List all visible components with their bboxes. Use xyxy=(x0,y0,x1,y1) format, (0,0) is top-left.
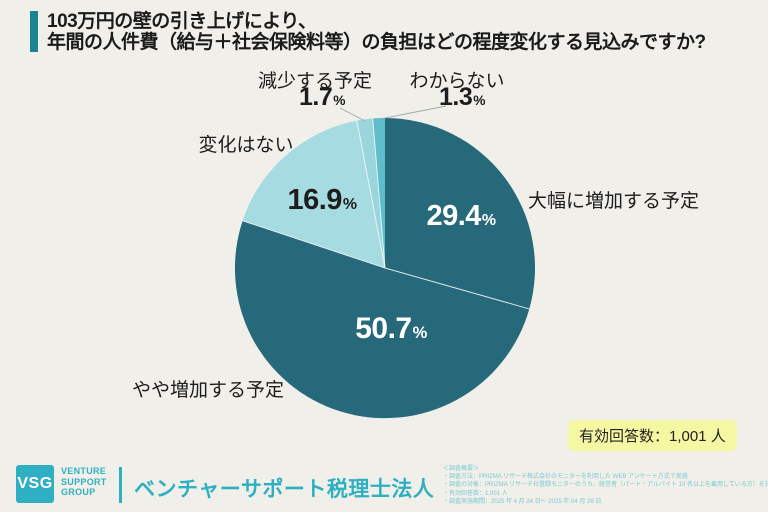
title-block: 103万円の壁の引き上げにより、 年間の人件費（給与＋社会保険料等）の負担はどの… xyxy=(30,11,706,53)
slice-divider xyxy=(242,220,386,269)
vsg-logo-text: VSG xyxy=(17,475,53,492)
slice-label-unknown: わからない xyxy=(409,71,505,92)
respondents-badge: 有効回答数：1,001 人 xyxy=(568,420,737,451)
pie-slice-0 xyxy=(385,118,535,309)
logo-word: VENTURE xyxy=(61,466,107,476)
title-accent-bar xyxy=(30,11,38,52)
value-number: 16.9 xyxy=(287,184,342,216)
pie-slices xyxy=(234,118,535,419)
survey-note-line: ・有効回答数：1,001 人 xyxy=(443,490,508,497)
vsg-logo-words: VENTURE SUPPORT GROUP xyxy=(61,466,107,498)
value-unit: % xyxy=(333,93,345,108)
slice-value-slight-increase: 50.7% xyxy=(355,312,427,346)
survey-note-line: ＜調査概要＞ xyxy=(443,466,480,472)
survey-note-line: ・調査の対象：PRIZMA リサーチ社登録モニターのうち、経営者（パート・アルバ… xyxy=(443,482,768,489)
slice-value-large-increase: 29.4% xyxy=(426,200,496,233)
survey-notes: ＜調査概要＞ ・調査方法：PRIZMA リサーチ株式会社のモニターを利用した W… xyxy=(443,465,768,506)
value-unit: % xyxy=(412,324,428,342)
leader-line-unknown xyxy=(379,105,447,120)
logo-word: SUPPORT xyxy=(61,476,107,487)
value-number: 1.7 xyxy=(299,83,333,111)
value-number: 50.7 xyxy=(355,312,412,345)
leader-line-decrease xyxy=(339,107,366,122)
slice-label-slight-increase: やや増加する予定 xyxy=(132,380,285,401)
slice-label-no-change: 変化はない xyxy=(198,135,294,156)
value-number: 1.3 xyxy=(439,83,473,111)
logo-word: GROUP xyxy=(61,487,96,497)
footer: VSG VENTURE SUPPORT GROUP ベンチャーサポート税理士法人… xyxy=(0,460,768,512)
page-title: 103万円の壁の引き上げにより、 年間の人件費（給与＋社会保険料等）の負担はどの… xyxy=(47,11,706,53)
pie-slice-1 xyxy=(234,220,530,419)
slice-label-large-increase: 大幅に増加する予定 xyxy=(528,191,700,212)
slice-label-decrease: 減少する予定 xyxy=(257,71,373,92)
slice-divider xyxy=(372,118,386,269)
footer-divider xyxy=(119,467,122,503)
slice-value-unknown: 1.3% xyxy=(439,83,485,112)
vsg-logo: VSG xyxy=(16,465,54,503)
value-number: 29.4 xyxy=(426,200,481,232)
value-unit: % xyxy=(342,196,357,213)
survey-note-line: ・調査方法：PRIZMA リサーチ株式会社のモニターを利用した WEB アンケー… xyxy=(443,474,688,481)
company-name: ベンチャーサポート税理士法人 xyxy=(134,478,435,501)
survey-note-line: ・調査実施期間：2025 年 4 月 24 日～ 2025 年 04 月 26 … xyxy=(443,498,602,505)
slice-divider xyxy=(384,267,530,310)
pie-slice-2 xyxy=(242,120,385,268)
page-title-line1: 103万円の壁の引き上げにより、 xyxy=(47,11,317,32)
slice-value-decrease: 1.7% xyxy=(299,83,345,112)
value-unit: % xyxy=(473,93,485,108)
value-unit: % xyxy=(481,212,496,229)
slice-divider xyxy=(356,120,386,269)
page-title-line2: 年間の人件費（給与＋社会保険料等）の負担はどの程度変化する見込みですか? xyxy=(47,32,706,53)
slice-value-no-change: 16.9% xyxy=(287,184,357,217)
